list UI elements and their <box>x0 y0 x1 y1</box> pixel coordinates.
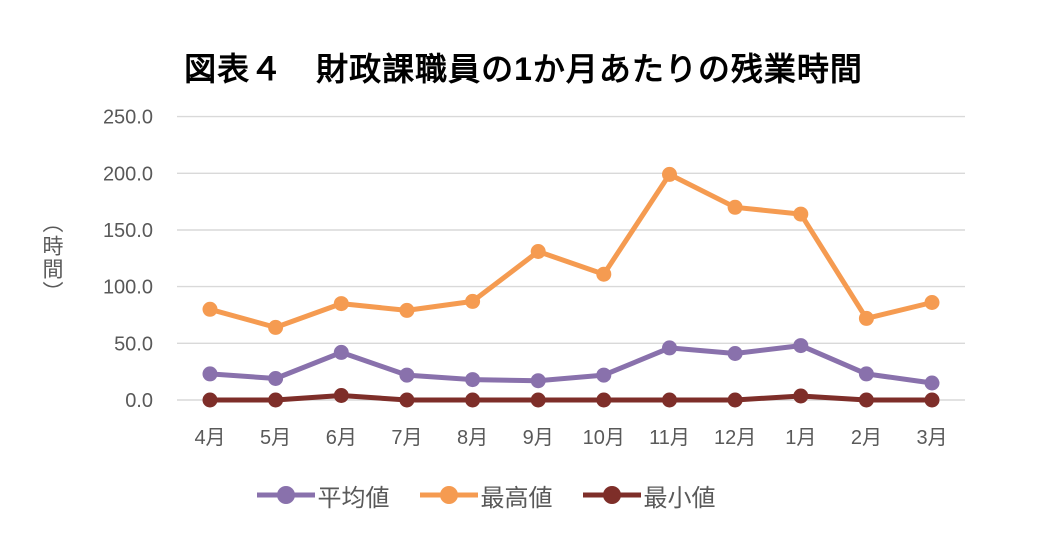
x-tick-label: 4月 <box>194 427 225 449</box>
data-point-icon <box>465 392 481 408</box>
series-line-0 <box>207 343 935 386</box>
x-tick-label: 2月 <box>851 427 882 449</box>
data-point-icon <box>268 392 284 408</box>
y-axis-title: （時間） <box>40 212 63 304</box>
legend: 平均値 最高値 最小値 <box>0 477 972 513</box>
x-tick-label: 7月 <box>391 427 422 449</box>
data-point-icon <box>465 372 481 388</box>
data-point-icon <box>268 319 284 335</box>
series-line-2 <box>207 393 935 403</box>
x-tick-label: 10月 <box>583 427 625 449</box>
data-point-icon <box>858 366 874 382</box>
data-point-icon <box>530 392 546 408</box>
data-point-icon <box>596 367 612 383</box>
data-point-icon <box>727 346 743 361</box>
x-tick-label: 8月 <box>457 427 488 449</box>
legend-label-maximum: 最高値 <box>480 484 553 512</box>
y-tick-label: 250.0 <box>103 107 153 129</box>
data-point-icon <box>793 338 809 354</box>
chart-title: 図表４ 財政課職員の1か月あたりの残業時間 <box>184 51 863 87</box>
legend-dot-icon <box>439 486 458 504</box>
x-tick-label: 12月 <box>714 427 756 449</box>
data-point-icon <box>399 302 415 318</box>
data-point-icon <box>333 388 349 403</box>
data-point-icon <box>333 344 349 360</box>
y-tick-label: 150.0 <box>103 220 153 242</box>
x-tick-label: 9月 <box>523 427 554 449</box>
data-point-icon <box>530 373 546 389</box>
x-tick-label: 1月 <box>785 427 816 449</box>
data-point-icon <box>596 392 612 408</box>
legend-dot-icon <box>276 486 295 504</box>
data-point-icon <box>268 371 284 386</box>
data-point-icon <box>399 367 415 383</box>
data-point-icon <box>793 388 809 404</box>
data-point-icon <box>202 392 218 408</box>
data-point-icon <box>662 392 677 408</box>
legend-item-average: 平均値 <box>256 478 390 513</box>
data-point-icon <box>924 392 940 408</box>
x-tick-label: 3月 <box>916 427 947 449</box>
y-tick-label: 0.0 <box>125 390 153 412</box>
data-point-icon <box>465 293 481 309</box>
x-tick-label: 11月 <box>649 427 690 449</box>
legend-item-maximum: 最高値 <box>419 478 553 513</box>
x-tick-label: 5月 <box>260 427 291 449</box>
data-point-icon <box>858 310 874 326</box>
data-point-icon <box>793 206 809 222</box>
data-point-icon <box>858 392 874 408</box>
y-tick-label: 200.0 <box>103 163 153 185</box>
data-point-icon <box>399 392 415 408</box>
series-line-1 <box>207 171 935 330</box>
data-point-icon <box>202 366 218 382</box>
legend-label-minimum: 最小値 <box>643 484 716 512</box>
data-point-icon <box>727 199 743 215</box>
legend-dot-icon <box>602 486 621 504</box>
data-point-icon <box>662 166 677 182</box>
maximum-series-marker-icon <box>419 486 478 504</box>
data-point-icon <box>662 340 677 356</box>
minimum-series-marker-icon <box>582 486 641 504</box>
x-tick-label: 6月 <box>326 427 357 449</box>
average-series-marker-icon <box>256 486 315 504</box>
legend-item-minimum: 最小値 <box>582 478 716 513</box>
data-point-icon <box>727 392 743 408</box>
data-point-icon <box>333 296 349 312</box>
data-point-icon <box>924 375 940 391</box>
y-tick-label: 50.0 <box>114 333 153 355</box>
legend-label-average: 平均値 <box>317 484 390 512</box>
data-point-icon <box>202 301 218 317</box>
data-point-icon <box>596 266 612 282</box>
data-point-icon <box>924 295 940 310</box>
data-point-icon <box>530 244 546 259</box>
y-tick-label: 100.0 <box>103 277 153 299</box>
